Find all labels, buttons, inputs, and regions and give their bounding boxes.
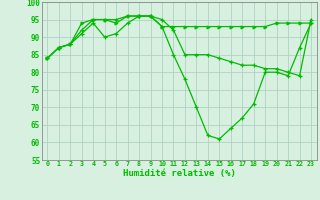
X-axis label: Humidité relative (%): Humidité relative (%) [123, 169, 236, 178]
